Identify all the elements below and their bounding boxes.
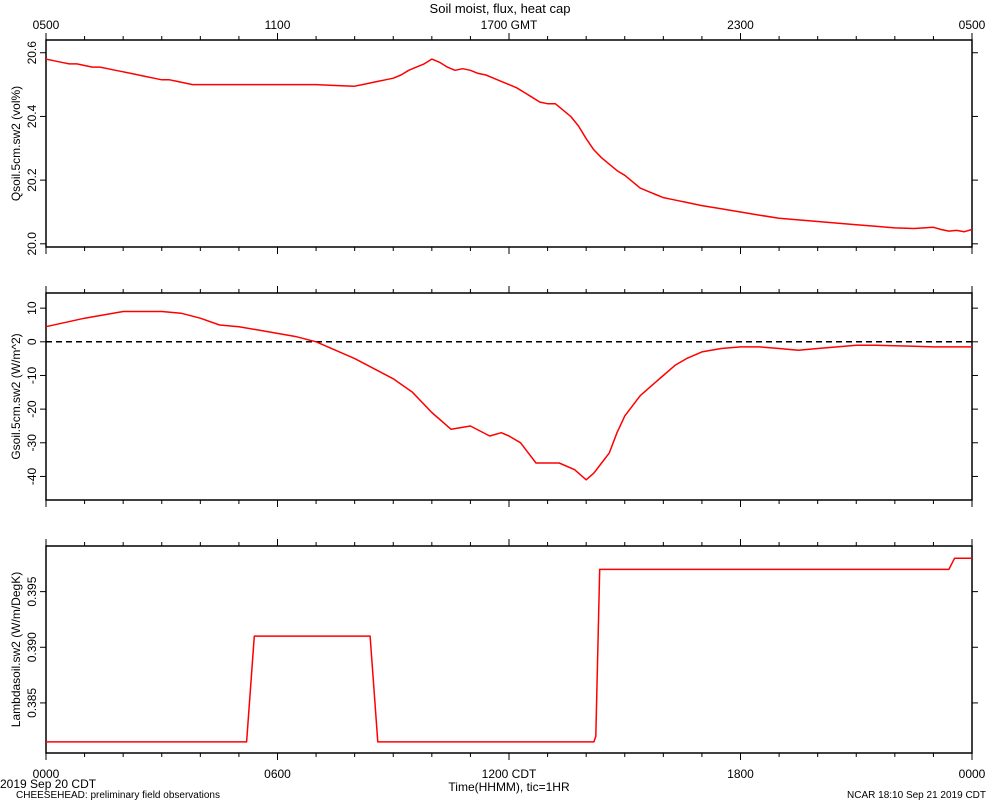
y-tick-label: 0.395 — [25, 576, 39, 606]
footer-left: CHEESEHEAD: preliminary field observatio… — [16, 790, 220, 801]
top-x-tick-label: 1100 — [265, 18, 291, 32]
series-line-panel-2 — [45, 310, 972, 481]
top-x-tick-label: 0500 — [959, 18, 986, 32]
series-line-panel-1 — [45, 58, 973, 233]
y-tick-label: 0.385 — [25, 688, 39, 718]
y-tick-label: 20.4 — [25, 104, 39, 128]
y-axis-label: Qsoil.5cm.sw2 (vol%) — [9, 86, 23, 201]
x-tick-label: 0000 — [33, 767, 60, 781]
y-tick-label: 20.6 — [25, 41, 39, 65]
x-axis-label: Time(HHMM), tic=1HR — [448, 780, 570, 794]
date-label: 2019 Sep 20 CDT — [0, 777, 97, 791]
y-axis-label: Lambdasoil.sw2 (W/m/DegK) — [9, 572, 23, 727]
plot-frame-2 — [45, 292, 973, 501]
footer-right: NCAR 18:10 Sep 21 2019 CDT — [847, 790, 986, 801]
y-tick-label: -10 — [25, 366, 39, 384]
y-tick-label: -20 — [25, 400, 39, 418]
top-x-tick-label: 0500 — [33, 18, 60, 32]
y-tick-label: -40 — [25, 467, 39, 485]
plot-frame-3 — [45, 545, 973, 754]
x-tick-label: 0000 — [959, 767, 986, 781]
y-tick-label: 10 — [25, 301, 39, 315]
y-tick-label: 20.0 — [25, 232, 39, 256]
x-tick-label: 0600 — [264, 767, 291, 781]
y-tick-label: 0 — [25, 338, 39, 345]
x-tick-label: 1200 CDT — [482, 767, 537, 781]
y-tick-label: 0.390 — [25, 632, 39, 662]
top-x-tick-label: 1700 GMT — [481, 18, 538, 32]
top-x-tick-label: 2300 — [727, 18, 754, 32]
y-tick-label: -30 — [25, 434, 39, 452]
y-axis-label: Gsoil.5cm.sw2 (W/m^2) — [9, 333, 23, 459]
y-tick-label: 20.2 — [25, 168, 39, 192]
series-line-panel-3 — [46, 557, 972, 743]
chart-title: Soil moist, flux, heat cap — [429, 1, 571, 16]
x-tick-label: 1800 — [727, 767, 754, 781]
plot-frame-1 — [45, 39, 973, 248]
